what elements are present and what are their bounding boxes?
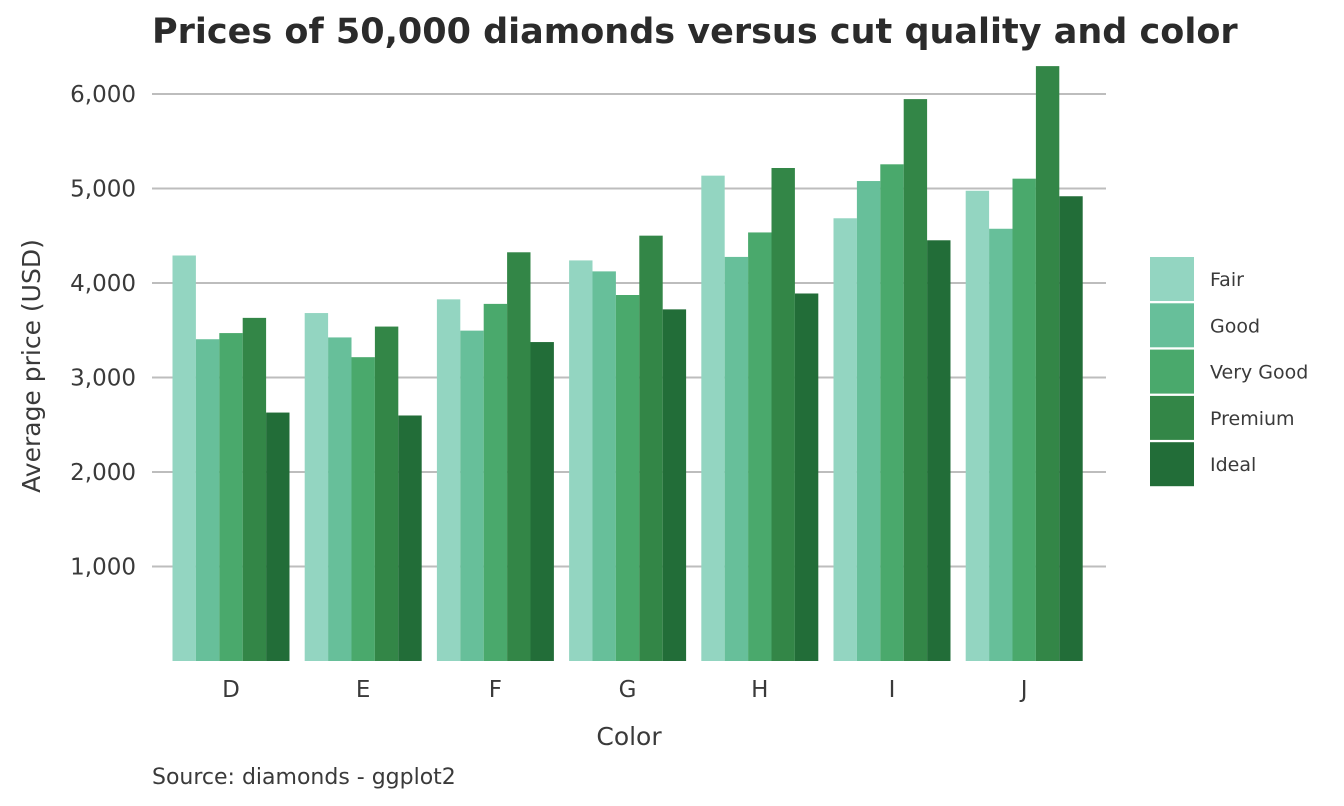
y-axis-ticks: 1,000 2,000 3,000 4,000 5,000 6,000 — [70, 82, 136, 581]
y-tick-label: 4,000 — [70, 271, 136, 297]
bar — [266, 412, 290, 661]
bar — [833, 218, 857, 661]
x-tick-label: G — [619, 677, 637, 703]
bar — [989, 228, 1013, 661]
x-tick-label: E — [356, 677, 371, 703]
y-axis-title: Average price (USD) — [17, 239, 46, 493]
caption: Source: diamonds - ggplot2 — [152, 765, 456, 790]
x-tick-label: D — [222, 677, 240, 703]
bar — [460, 330, 484, 661]
y-tick-label: 5,000 — [70, 177, 136, 203]
legend-label: Good — [1210, 315, 1260, 337]
legend-swatch — [1150, 395, 1194, 440]
legend-label: Very Good — [1210, 362, 1308, 384]
legend: Fair Good Very Good Premium Ideal — [1150, 257, 1308, 487]
bar — [483, 303, 508, 661]
bar — [701, 175, 725, 661]
y-tick-label: 1,000 — [70, 555, 136, 581]
legend-swatch — [1150, 442, 1194, 487]
bar — [724, 256, 749, 661]
y-tick-label: 6,000 — [70, 82, 136, 108]
bar — [615, 295, 640, 661]
y-tick-label: 3,000 — [70, 366, 136, 392]
bar — [569, 260, 593, 661]
legend-label: Premium — [1210, 408, 1295, 430]
bar — [351, 357, 375, 661]
bar — [436, 299, 461, 661]
bar — [927, 240, 951, 661]
bar — [1035, 66, 1060, 661]
bar — [856, 181, 881, 662]
bar — [748, 232, 772, 661]
bar — [172, 255, 196, 662]
legend-swatch — [1150, 257, 1194, 301]
y-tick-label: 2,000 — [70, 460, 136, 486]
bar — [880, 164, 904, 662]
x-tick-label: I — [889, 677, 896, 703]
bar — [794, 293, 819, 661]
legend-label: Ideal — [1210, 454, 1256, 476]
x-axis-title: Color — [596, 722, 662, 751]
bar — [771, 167, 795, 661]
bar — [304, 313, 329, 661]
bars — [172, 66, 1083, 662]
bar — [242, 317, 267, 661]
bar — [328, 337, 352, 661]
bar — [903, 99, 928, 661]
bar — [1059, 196, 1083, 661]
x-tick-label: J — [1019, 677, 1028, 703]
bar — [639, 235, 663, 661]
bar — [530, 342, 554, 661]
legend-swatch — [1150, 349, 1194, 394]
bar — [662, 309, 687, 661]
bar — [507, 252, 531, 661]
bar — [592, 271, 616, 661]
legend-label: Fair — [1210, 269, 1244, 291]
x-tick-label: F — [489, 677, 502, 703]
bar — [965, 190, 990, 661]
x-tick-label: H — [751, 677, 768, 703]
bar — [398, 415, 422, 661]
bar — [1012, 178, 1036, 661]
bar — [195, 339, 220, 661]
legend-swatch — [1150, 303, 1194, 348]
chart-title: Prices of 50,000 diamonds versus cut qua… — [152, 12, 1238, 52]
bar — [219, 333, 243, 661]
x-axis-ticks: D E F G H I J — [222, 677, 1027, 703]
bar — [374, 326, 399, 661]
